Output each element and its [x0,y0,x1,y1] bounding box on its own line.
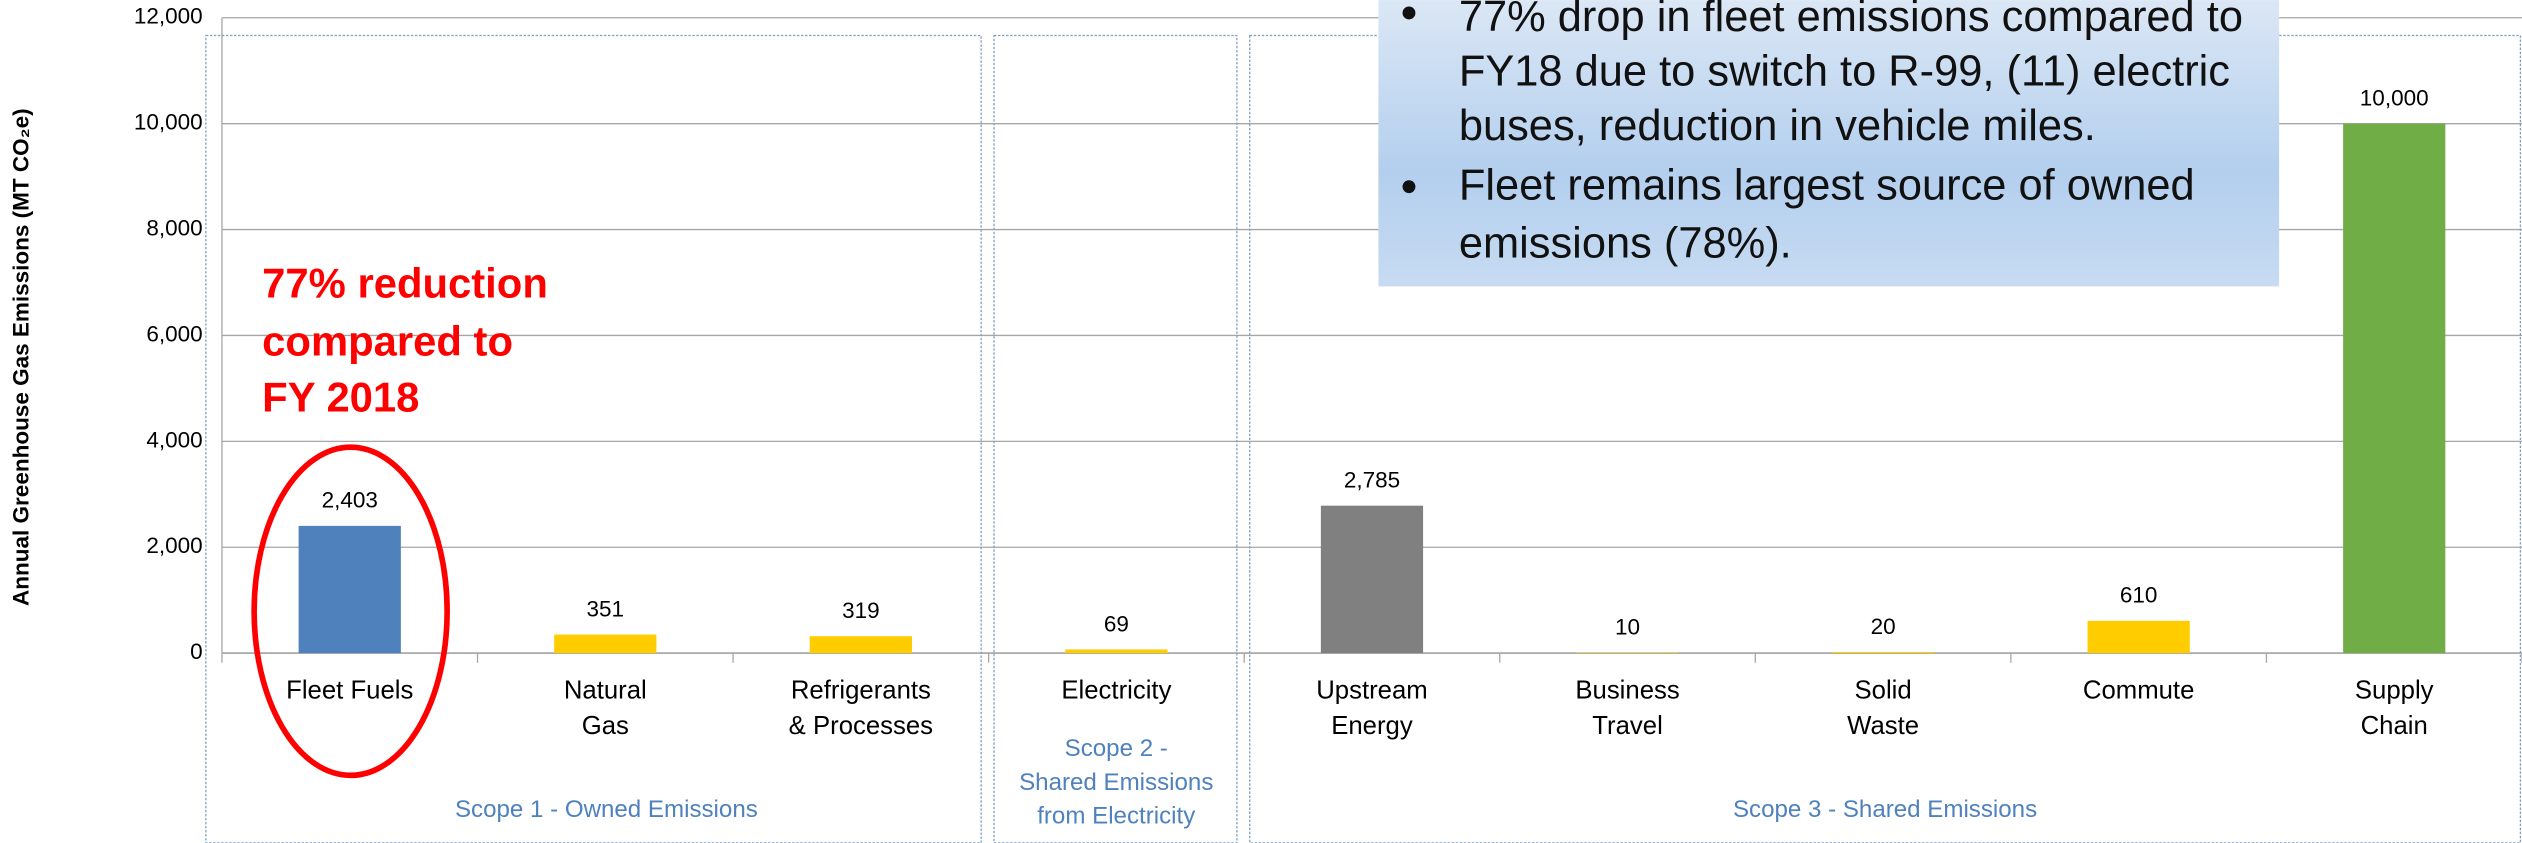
bar [1576,652,1679,654]
bar [809,636,912,654]
bar [2343,123,2446,654]
annotation: compared to [262,317,513,364]
callout-text: emissions (78%). [1459,220,1792,268]
value-label: 10 [1615,614,1640,639]
bar [1065,649,1168,654]
callout-text: 77% drop in fleet emissions compared to [1459,0,2243,41]
callout-box [1378,0,2280,287]
y-tick-label: 6,000 [146,321,202,346]
y-tick-label: 0 [190,639,203,664]
group-label: Scope 3 - Shared Emissions [1733,796,2037,823]
group-label: Scope 2 - [1065,735,1168,762]
group-label: Shared Emissions [1019,769,1213,796]
y-tick-label: 2,000 [146,533,202,558]
bullet [1402,6,1416,20]
bar [2087,620,2190,654]
annotation: 77% reduction [262,259,548,306]
x-tick-label: Chain [2361,712,2428,740]
value-label: 319 [842,598,880,623]
value-label: 2,403 [322,488,378,513]
y-tick-label: 10,000 [134,110,203,135]
value-label: 2,785 [1344,467,1400,492]
bullet [1402,180,1416,194]
highlight-ellipse [251,444,450,779]
x-tick-label: Electricity [1061,677,1171,705]
callout-text: FY18 due to switch to R-99, (11) electri… [1459,48,2230,96]
marks: Fleet Fuels 2,403 Natural Gas 351 Refrigerant… [286,86,2446,740]
bar [1320,505,1424,654]
x-tick-label: Supply [2355,677,2434,705]
x-tick-label: Refrigerants [791,677,931,705]
x-tick-label: Waste [1847,712,1919,740]
group-label: Scope 1 - Owned Emissions [455,796,758,823]
x-tick-label: Commute [2083,677,2194,705]
x-tick-label: & Processes [789,712,933,740]
x-tick-label: Fleet Fuels [286,677,413,705]
grid: 0 2,000 4,000 6,000 8,000 10,000 12,000 [134,4,2522,664]
group-label: from Electricity [1037,803,1195,830]
x-tick-label: Natural [564,677,647,705]
value-label: 69 [1104,611,1129,636]
value-label: 20 [1871,614,1896,639]
bar [1831,652,1935,654]
y-tick-label: 8,000 [146,216,202,241]
value-label: 351 [587,596,625,621]
callout-text: buses, reduction in vehicle miles. [1459,102,2096,150]
annotation: FY 2018 [262,374,419,421]
x-tick-label: Business [1575,677,1679,705]
x-tick-label: Solid [1854,677,1911,705]
value-label: 610 [2120,583,2158,608]
y-axis-label: Annual Greenhouse Gas Emissions (MT CO₂e… [8,108,33,606]
x-tick-label: Travel [1592,712,1663,740]
x-tick-label: Gas [582,712,629,740]
y-tick-label: 12,000 [134,4,203,29]
value-label: 10,000 [2360,86,2429,111]
scope-box [993,34,1238,843]
callout-text: Fleet remains largest source of owned [1459,162,2195,210]
y-tick-label: 4,000 [146,427,202,452]
bar [554,634,657,654]
x-tick-label: Upstream [1316,677,1427,705]
bar [298,525,401,654]
x-tick-label: Energy [1331,712,1413,740]
